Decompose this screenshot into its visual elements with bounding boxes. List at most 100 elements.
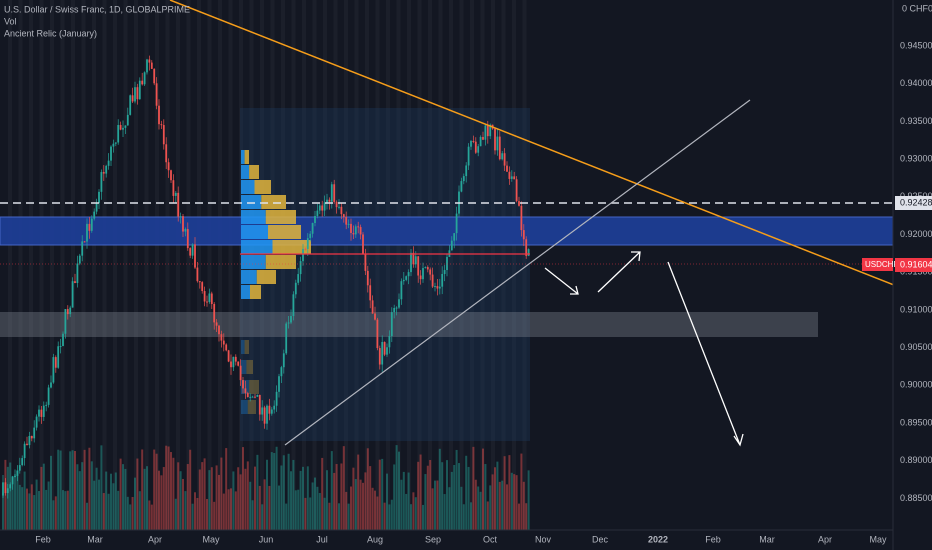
candle [280,367,283,377]
volume-bar [254,466,256,530]
volume-bar [227,489,230,530]
candle [38,409,40,417]
volume-bar [417,461,420,530]
candle [330,184,333,202]
volume-bar [395,445,398,530]
volume-bar [14,474,16,530]
candle [498,136,501,160]
candle [6,488,9,494]
support-zone [0,312,818,337]
volume-bar [78,471,81,530]
volume-bar [100,445,103,530]
candle [347,223,350,225]
candle [362,234,364,254]
stripe [323,0,327,530]
candle [350,223,352,233]
candle [374,313,376,320]
candle [52,357,55,383]
volume-bar [484,464,487,530]
time-tick: Sep [425,534,441,544]
candle [234,356,237,362]
candle [299,261,302,275]
volume-bar [148,500,151,530]
volume-bar [112,483,115,530]
candle [354,226,357,235]
profile-bar [254,180,271,194]
candle [69,307,72,315]
profile-bar [265,255,296,269]
candle [290,316,292,323]
candle [100,172,103,192]
candle [275,391,278,406]
candle [158,105,160,125]
candle [177,192,180,217]
candle [494,128,496,151]
profile-bar [244,340,249,354]
candle [198,281,201,283]
stripe [491,0,495,530]
volume-bar [472,446,475,530]
candle [371,300,374,314]
volume-bar [134,477,136,530]
volume-bar [443,494,446,530]
candle [352,232,355,235]
stripe [71,0,75,530]
candle [426,267,429,270]
candle [311,223,314,234]
volume-bar [527,470,530,530]
volume-bar [321,457,324,530]
price-tick: 0.93500 [900,116,932,126]
volume-bar [374,490,376,530]
time-tick: May [202,534,220,544]
profile-bar [268,225,301,239]
candle [146,59,148,73]
candle [333,184,336,202]
candle [86,223,88,242]
candle [410,252,412,273]
volume-bar [28,493,31,530]
candle [522,230,525,240]
candle [131,95,134,102]
volume-bar [213,501,216,530]
time-tick: Nov [535,534,552,544]
profile-bar [250,285,261,299]
stripe [18,0,23,530]
candle [496,136,499,151]
candle [28,436,31,446]
candle [33,427,36,439]
volume-bar [390,499,393,530]
volume-bar [18,484,21,530]
candle [71,281,74,308]
volume-bar [441,462,444,530]
volume-bar [354,479,357,530]
stripe [449,0,453,530]
candle [64,309,67,334]
candle [184,229,187,232]
profile-bar [241,150,245,164]
candle [285,323,288,354]
candle [431,274,434,287]
candle [357,226,360,228]
candle [477,146,480,153]
volume-bar [448,487,451,530]
time-tick: May [869,534,887,544]
volume-bar [431,488,434,530]
volume-bar [186,464,189,530]
volume-bar [496,461,499,530]
candle [518,201,520,206]
volume-bar [150,504,153,530]
stripe [81,0,86,530]
candle [525,239,528,256]
profile-bar [261,195,286,209]
profile-area [240,108,530,441]
volume-bar [314,477,316,530]
volume-bar [126,496,129,530]
candle [434,286,436,288]
volume-bar [201,462,204,530]
profile-bar [241,340,245,354]
volume-bar [326,470,328,530]
stripe [102,0,107,530]
profile-bar [249,380,259,394]
candle [172,180,175,196]
profile-bar [244,150,249,164]
